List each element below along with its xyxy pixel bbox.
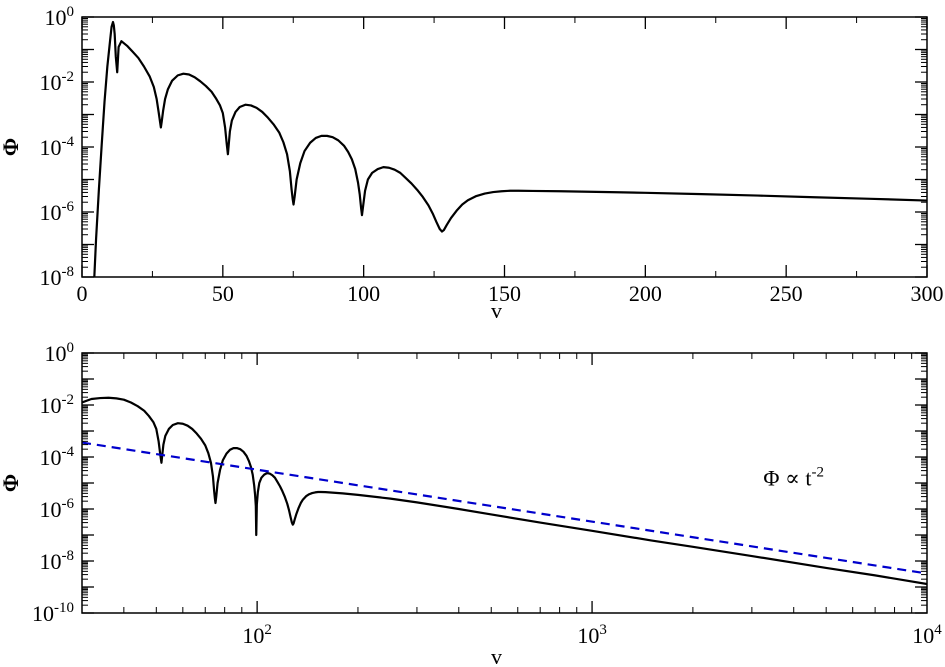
tick-label-exponent: -10 xyxy=(54,600,74,616)
tick-label-exponent: -4 xyxy=(62,444,75,460)
power-law-annotation: Φ ∝ t-2 xyxy=(763,465,824,491)
tick-label-base: 10 xyxy=(40,497,62,522)
y-tick-label: 10-8 xyxy=(40,548,75,574)
tick-label-exponent: 0 xyxy=(67,340,75,356)
y-tick-label: 10-8 xyxy=(40,264,75,290)
y-tick-label: 10-6 xyxy=(40,199,75,225)
x-tick-label: 0 xyxy=(77,281,88,306)
y-tick-label: 100 xyxy=(45,4,75,30)
tick-label-base: 10 xyxy=(242,623,264,648)
x-tick-label: 50 xyxy=(212,281,234,306)
tick-label-base: 10 xyxy=(40,135,62,160)
y-tick-label: 100 xyxy=(45,340,75,366)
phi-series-line xyxy=(93,20,927,277)
tick-label-exponent: -8 xyxy=(62,264,75,280)
y-tick-label: 10-2 xyxy=(40,69,75,95)
tick-label-exponent: 0 xyxy=(67,4,75,20)
tick-label-base: 10 xyxy=(40,393,62,418)
tick-label-base: 10 xyxy=(45,341,67,366)
x-tick-label: 103 xyxy=(577,622,607,648)
tick-label-base: 10 xyxy=(40,445,62,470)
annotation-text: Φ ∝ t xyxy=(763,466,811,491)
tick-label-base: 10 xyxy=(912,623,934,648)
tick-label-exponent: 4 xyxy=(934,622,942,638)
power-law-fit-line xyxy=(82,441,927,575)
tick-label-base: 10 xyxy=(40,549,62,574)
x-axis-label: v xyxy=(491,298,502,323)
y-tick-label: 10-10 xyxy=(32,600,74,626)
y-tick-label: 10-4 xyxy=(40,444,75,470)
y-axis-label: Φ xyxy=(0,138,23,156)
x-tick-label: 100 xyxy=(347,281,380,306)
x-tick-label: 250 xyxy=(770,281,803,306)
plot-frame xyxy=(81,16,928,278)
tick-label-exponent: 2 xyxy=(264,622,272,638)
tick-label-exponent: -2 xyxy=(62,392,75,408)
annotation-exponent: -2 xyxy=(812,465,825,481)
tick-label-exponent: -6 xyxy=(62,199,75,215)
tick-label-exponent: -2 xyxy=(62,69,75,85)
phi-series-line xyxy=(82,396,927,586)
y-tick-label: 10-6 xyxy=(40,496,75,522)
y-tick-label: 10-2 xyxy=(40,392,75,418)
tick-label-base: 10 xyxy=(40,200,62,225)
y-tick-label: 10-4 xyxy=(40,134,75,160)
x-tick-label: 102 xyxy=(242,622,272,648)
tick-label-exponent: -4 xyxy=(62,134,75,150)
tick-label-base: 10 xyxy=(45,5,67,30)
tick-label-exponent: -8 xyxy=(62,548,75,564)
tick-label-base: 10 xyxy=(40,265,62,290)
x-tick-label: 104 xyxy=(912,622,942,648)
x-axis-label: v xyxy=(491,644,502,667)
y-axis-label: Φ xyxy=(0,474,23,492)
tick-label-exponent: 3 xyxy=(599,622,607,638)
tick-label-base: 10 xyxy=(32,601,54,626)
x-tick-label: 300 xyxy=(911,281,944,306)
x-tick-label: 150 xyxy=(488,281,521,306)
tick-label-base: 10 xyxy=(40,70,62,95)
tick-label-base: 10 xyxy=(577,623,599,648)
x-tick-label: 200 xyxy=(629,281,662,306)
tick-label-exponent: -6 xyxy=(62,496,75,512)
